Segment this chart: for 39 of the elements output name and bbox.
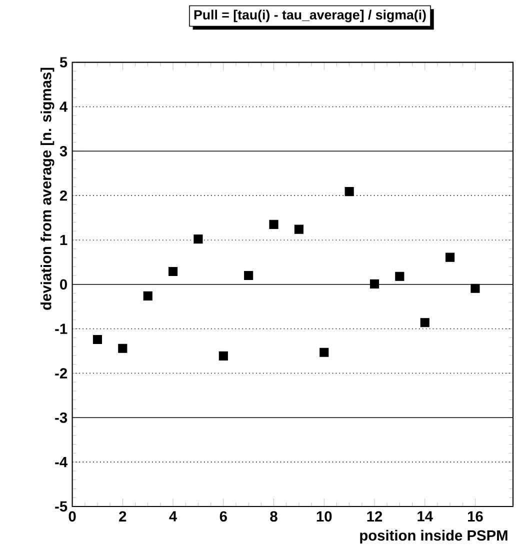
y-tick-label: -1 [55, 324, 68, 334]
point [168, 266, 178, 276]
x-tick-label: 8 [270, 511, 278, 522]
chart-title: Pull = [tau(i) - tau_average] / sigma(i) [194, 10, 426, 22]
x-tick-label: 12 [367, 511, 382, 522]
point [370, 279, 380, 288]
point [194, 234, 203, 244]
x-axis-title: position inside PSPM [360, 530, 508, 544]
point [218, 351, 228, 360]
y-tick-label: -4 [55, 457, 68, 468]
x-tick-label: 10 [316, 511, 332, 522]
x-tick-label: 4 [169, 511, 178, 522]
x-tick-label: 6 [220, 511, 227, 522]
x-tick-label: 2 [119, 511, 126, 522]
point [470, 284, 480, 293]
x-tick-label: 0 [68, 511, 76, 522]
y-tick-label: 3 [60, 146, 68, 156]
point [446, 252, 455, 262]
y-tick-label: -2 [55, 368, 68, 378]
point [244, 270, 254, 280]
point [92, 334, 102, 344]
y-tick-label: -5 [55, 501, 68, 512]
point [294, 224, 304, 234]
x-tick-label: 16 [468, 511, 483, 522]
point [143, 291, 152, 300]
point [269, 220, 278, 229]
point [320, 348, 329, 357]
y-tick-label: 2 [60, 190, 67, 201]
y-axis-title: deviation from average [n. sigmas] [40, 68, 54, 310]
x-tick-label: 14 [418, 511, 433, 522]
y-tick-label: -3 [55, 412, 68, 423]
point [118, 344, 128, 353]
point [344, 187, 354, 196]
y-tick-label: 4 [60, 102, 68, 112]
y-tick-label: 1 [60, 234, 68, 246]
y-tick-label: 0 [60, 279, 67, 290]
point [395, 272, 404, 281]
y-tick-label: 5 [60, 57, 68, 68]
point [420, 318, 430, 328]
